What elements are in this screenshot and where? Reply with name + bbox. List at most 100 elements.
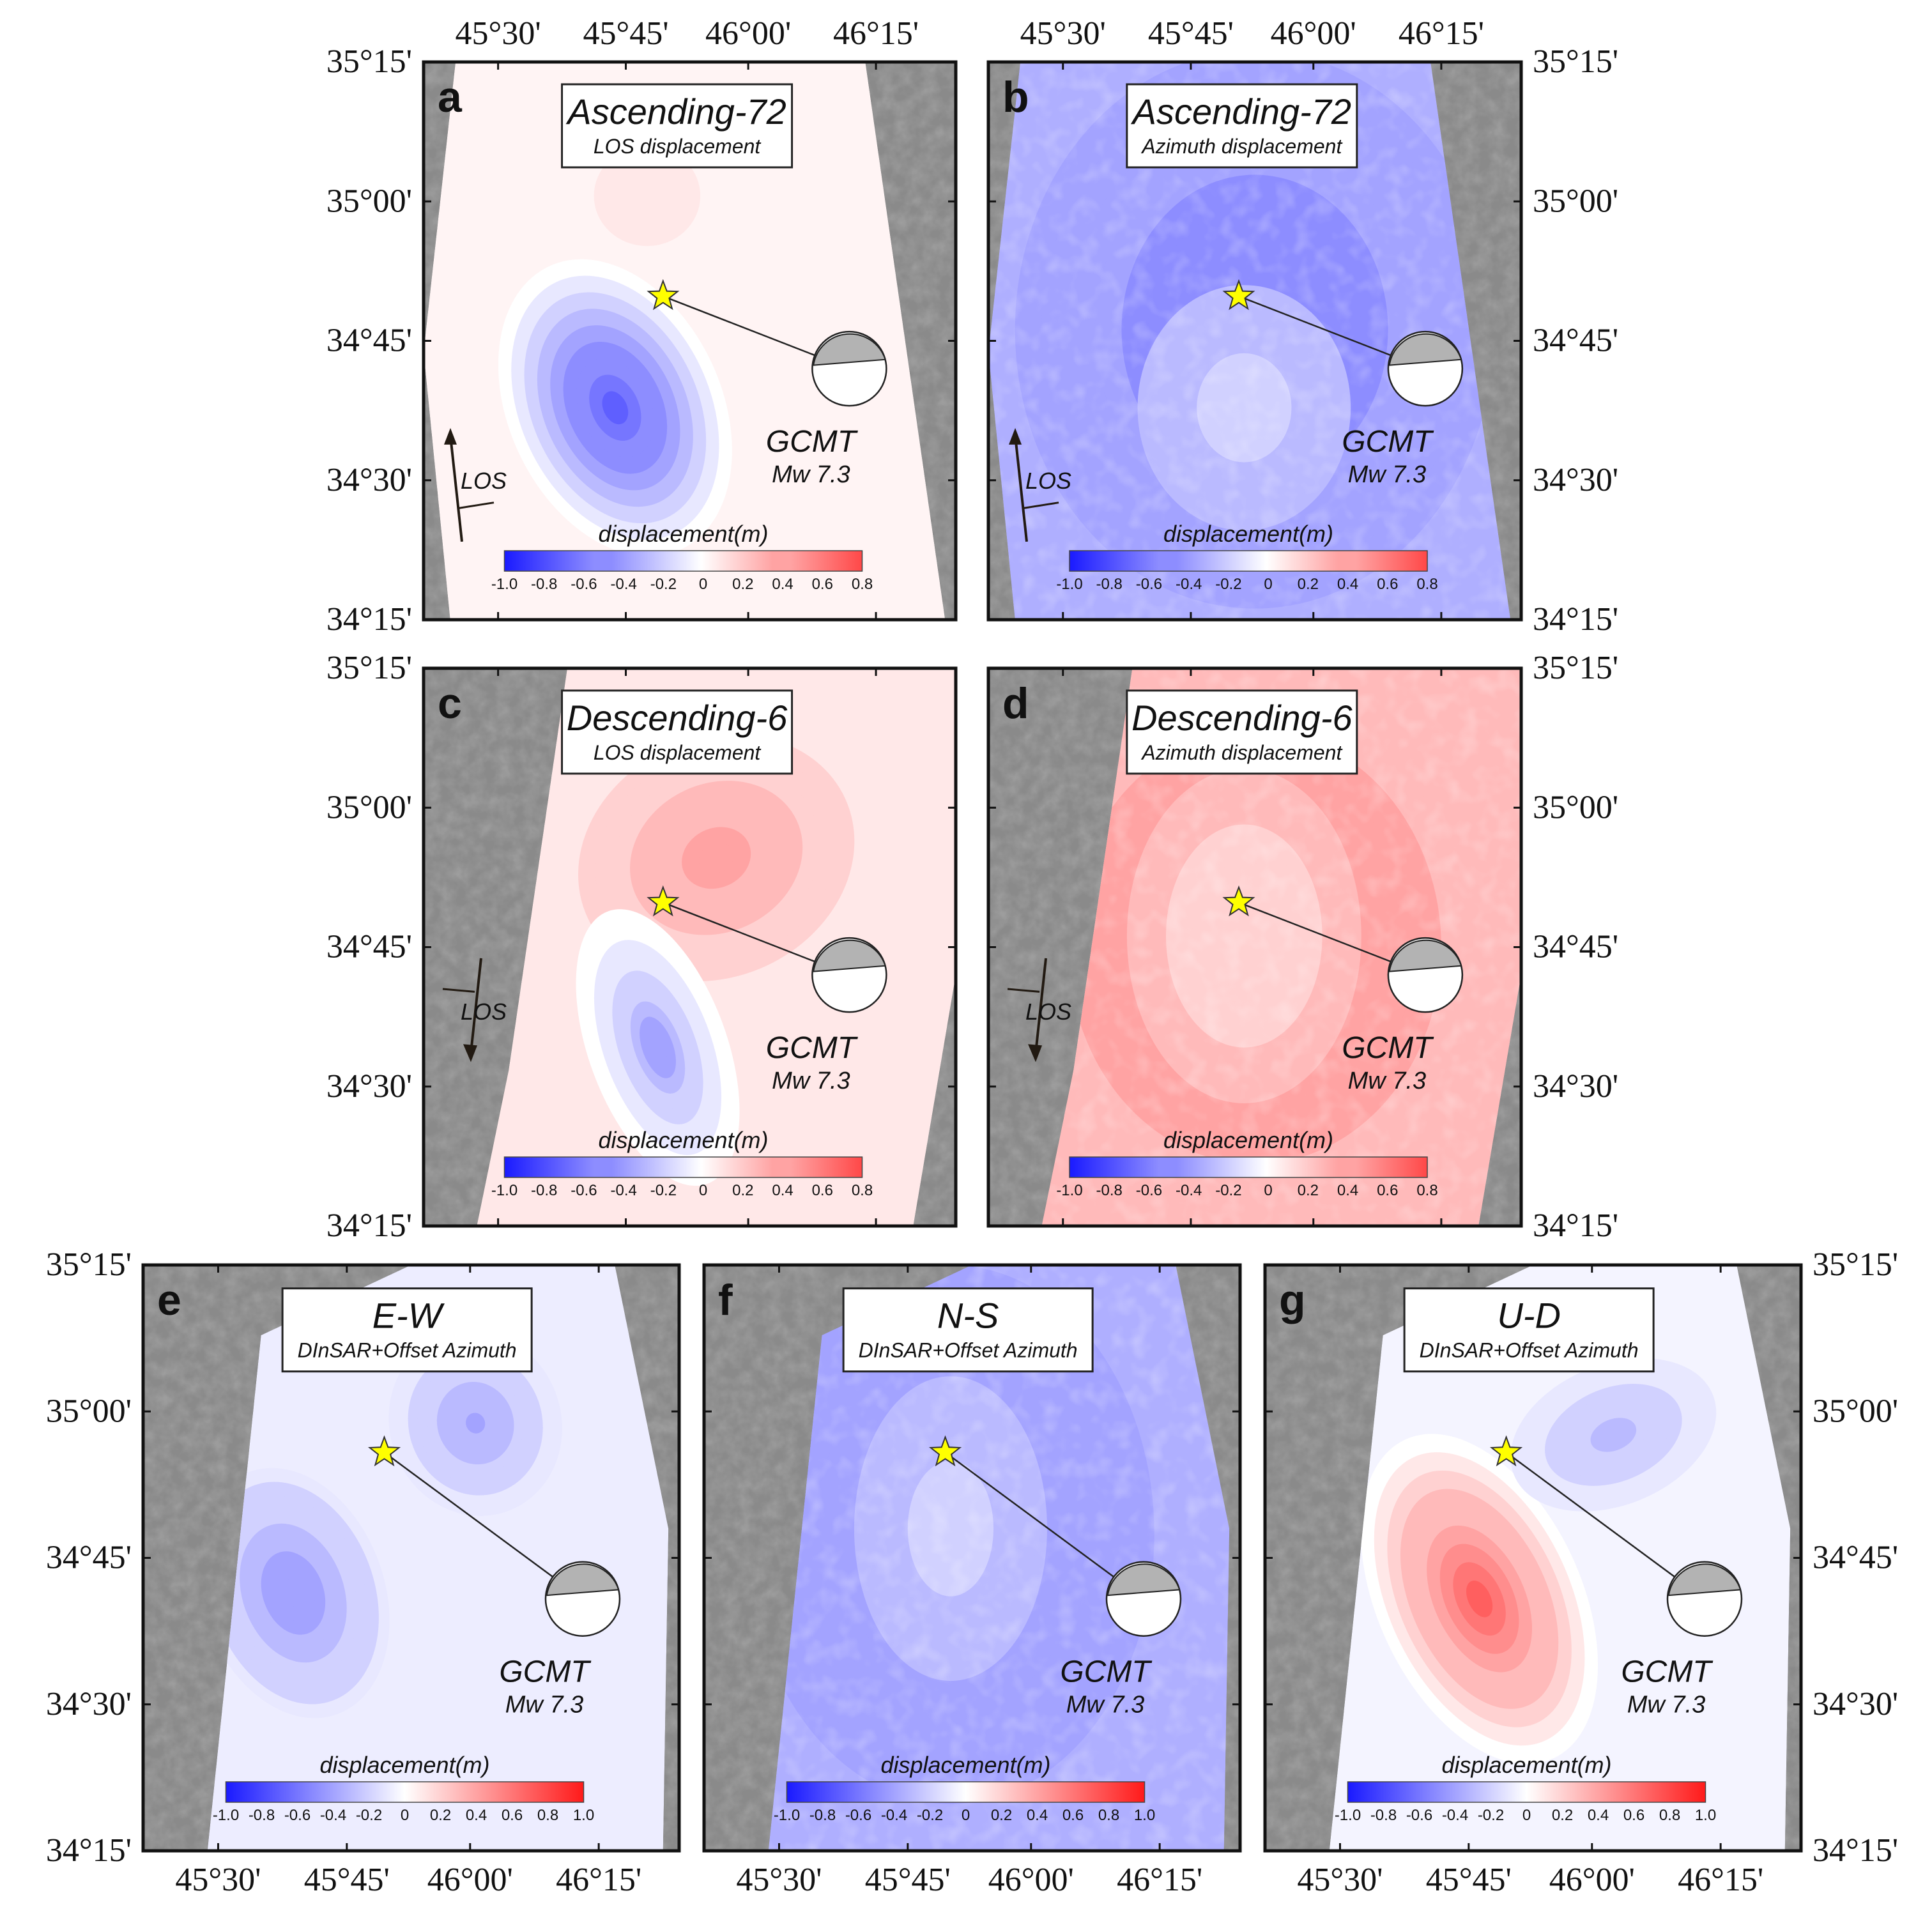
colorbar-tick-label: 0.8 (1098, 1807, 1119, 1824)
panel-subtitle: DInSAR+Offset Azimuth (298, 1339, 517, 1362)
lat-tick-label: 34°30' (46, 1686, 132, 1722)
colorbar-tick-label: -1.0 (774, 1807, 800, 1824)
colorbar-tick-label: -1.0 (1335, 1807, 1361, 1824)
displacement-contour (699, 842, 734, 873)
colorbar-tick-label: -0.4 (610, 576, 636, 593)
lon-tick-label: 45°30' (1020, 15, 1106, 52)
lat-tick-label: 35°00' (1813, 1393, 1898, 1429)
heading-arrow-head (1009, 427, 1022, 445)
magnitude-label: Mw 7.3 (1348, 1068, 1426, 1094)
lat-tick-label: 35°15' (1533, 650, 1618, 686)
lat-tick-label: 35°15' (326, 650, 412, 686)
lat-tick-label: 34°45' (1533, 323, 1618, 359)
colorbar-title: displacement(m) (319, 1752, 489, 1778)
colorbar-ramp (1069, 1156, 1428, 1178)
colorbar-tick-label: 1.0 (573, 1807, 594, 1824)
panel-subtitle: LOS displacement (594, 741, 762, 764)
lon-tick-label: 45°45' (1148, 15, 1234, 52)
panel-c: GCMT Mw 7.3 LOS Descending-6 LOS displacemen… (326, 650, 958, 1244)
lat-tick-label: 34°15' (1533, 601, 1618, 638)
lat-tick-label: 34°30' (326, 462, 412, 498)
lat-tick-label: 34°30' (1813, 1686, 1898, 1722)
magnitude-label: Mw 7.3 (1348, 461, 1426, 488)
focal-mechanism-beachball (1387, 937, 1464, 1013)
lon-tick-label: 45°30' (1297, 1862, 1383, 1898)
colorbar-tick-label: -0.6 (571, 576, 597, 593)
focal-mechanism-beachball (1666, 1561, 1743, 1637)
panel-title-box (561, 689, 793, 775)
los-arrow-shaft (458, 502, 494, 509)
focal-mechanism-beachball (1105, 1561, 1182, 1637)
colorbar-tick-label: 0.2 (991, 1807, 1012, 1824)
los-label: LOS (461, 468, 507, 494)
panel-subtitle: Azimuth displacement (1140, 135, 1342, 158)
colorbar-tick-label: -0.2 (1215, 1182, 1241, 1199)
colorbar: displacement(m) -1.0 -0.8 -0.6 -0.4 -0.2 0 0.2 0… (774, 1752, 1155, 1824)
beachball-compression-quadrant (1388, 333, 1462, 366)
colorbar-tick-label: 0 (401, 1807, 409, 1824)
colorbar-tick-label: -0.6 (571, 1182, 597, 1199)
panel-title: U-D (1497, 1296, 1561, 1336)
lat-tick-label: 34°30' (1533, 462, 1618, 498)
panel-title: E-W (372, 1296, 445, 1336)
gcmt-label: GCMT (1342, 1031, 1434, 1065)
los-arrow: LOS (1007, 958, 1071, 1062)
panel-title-box (281, 1287, 533, 1373)
los-label: LOS (1025, 999, 1071, 1025)
colorbar: displacement(m) -1.0 -0.8 -0.6 -0.4 -0.2 0 0.2 0… (1056, 521, 1438, 593)
colorbar-tick-label: -1.0 (491, 1182, 518, 1199)
panel-subtitle: LOS displacement (594, 135, 762, 158)
lat-tick-label: 34°15' (1533, 1207, 1618, 1244)
colorbar-tick-label: 0 (1522, 1807, 1531, 1824)
panel-letter: a (438, 73, 463, 121)
lat-tick-label: 34°15' (1813, 1832, 1898, 1869)
colorbar-tick-label: 0.4 (1588, 1807, 1609, 1824)
colorbar-tick-label: 0.8 (852, 576, 873, 593)
colorbar-tick-label: 0.4 (772, 576, 793, 593)
colorbar-ramp (786, 1781, 1146, 1803)
star-icon (1222, 279, 1255, 310)
colorbar-tick-label: 0.6 (812, 576, 833, 593)
panel-letter: c (438, 679, 462, 728)
lat-tick-label: 35°15' (1813, 1246, 1898, 1283)
panel-f: GCMT Mw 7.3 N-S DInSAR+Offset Azimuth f displ… (702, 1263, 1242, 1898)
colorbar: displacement(m) -1.0 -0.8 -0.6 -0.4 -0.2 0 0.2 0… (1056, 1127, 1438, 1199)
colorbar-title: displacement(m) (1163, 521, 1333, 547)
displacement-contour (466, 1413, 486, 1434)
beachball-compression-quadrant (1107, 1563, 1181, 1597)
displacement-contour (282, 1579, 304, 1607)
panel-title: N-S (937, 1296, 999, 1336)
lat-tick-label: 34°15' (326, 1207, 412, 1244)
lat-tick-label: 34°30' (1533, 1068, 1618, 1105)
beachball-compression-quadrant (1388, 939, 1462, 972)
displacement-contour (1466, 1580, 1493, 1618)
colorbar-ramp (225, 1781, 585, 1803)
gcmt-label: GCMT (499, 1655, 592, 1689)
lat-tick-label: 34°15' (326, 601, 412, 638)
los-label: LOS (1025, 468, 1071, 494)
lon-tick-label: 45°30' (175, 1862, 261, 1898)
lat-tick-label: 34°15' (46, 1832, 132, 1869)
lon-tick-label: 46°00' (705, 15, 791, 52)
panel-title-box (1126, 83, 1358, 169)
magnitude-label: Mw 7.3 (772, 461, 850, 488)
heading-arrow-shaft (1014, 435, 1029, 542)
focal-mechanism-beachball (544, 1561, 621, 1637)
heading-arrow-head (463, 1044, 477, 1062)
los-arrow-shaft (442, 988, 475, 993)
lon-tick-label: 45°45' (1426, 1862, 1512, 1898)
focal-mechanism-beachball (811, 330, 887, 407)
colorbar-tick-label: -0.2 (650, 1182, 677, 1199)
displacement-swath (424, 62, 946, 620)
star-icon (367, 1435, 401, 1467)
lat-tick-label: 34°45' (326, 323, 412, 359)
lat-tick-label: 35°00' (46, 1393, 132, 1429)
colorbar-tick-label: 0.2 (732, 576, 753, 593)
gcmt-label: GCMT (1342, 425, 1434, 459)
colorbar-tick-label: -0.8 (1096, 576, 1123, 593)
